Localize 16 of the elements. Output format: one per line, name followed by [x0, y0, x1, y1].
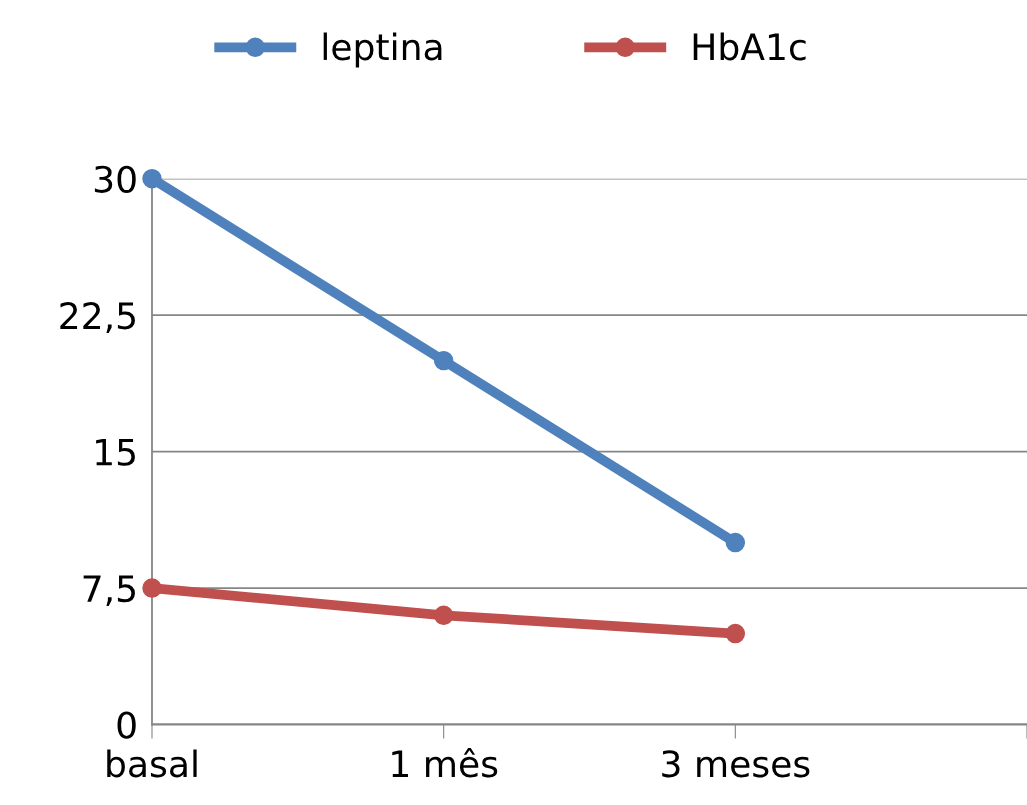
point [142, 168, 162, 189]
legend-label: HbA1c [693, 32, 806, 61]
point [725, 623, 746, 644]
y-tick-label: 7,5 [83, 575, 135, 606]
point [433, 350, 454, 371]
point [142, 578, 162, 598]
y-tick-label: 15 [96, 439, 135, 466]
x-tick-label: 1 mês [392, 748, 498, 778]
y-tick-label: 30 [94, 165, 136, 193]
point [433, 605, 454, 626]
y-tick-label: 0 [117, 711, 136, 739]
y-tick-label: 22,5 [60, 302, 135, 334]
x-tick-label: 3 meses [662, 750, 810, 778]
point [725, 532, 746, 553]
x-tick-label: basal [107, 749, 197, 778]
legend-label: leptina [323, 32, 442, 68]
